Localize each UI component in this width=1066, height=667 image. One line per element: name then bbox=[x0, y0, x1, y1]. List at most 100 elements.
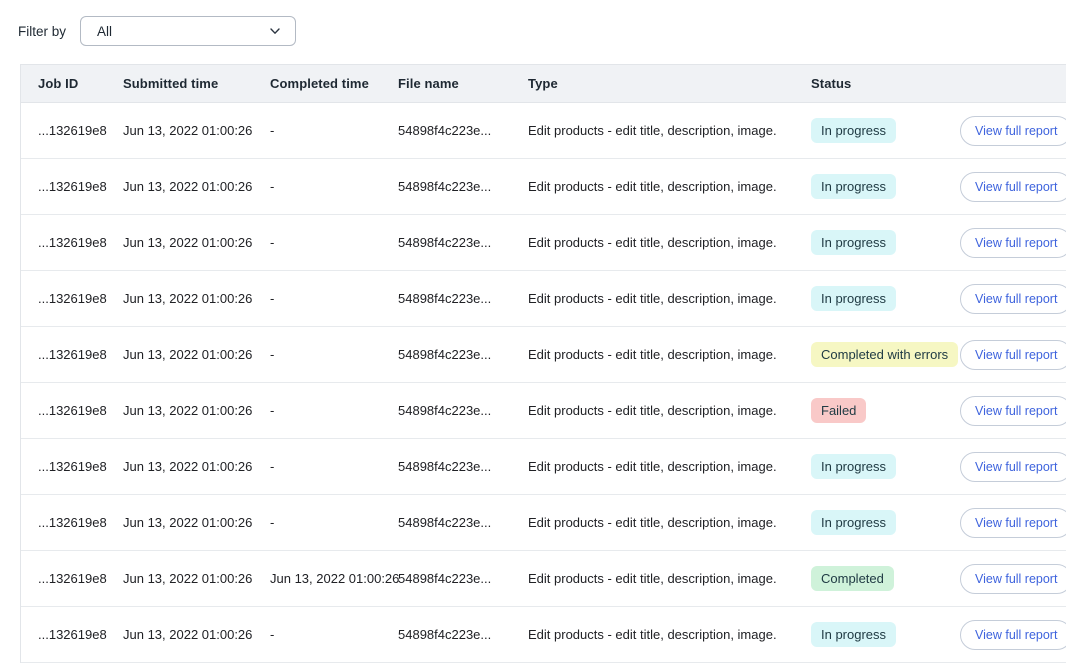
job-id-cell: ...132619e8 bbox=[38, 235, 107, 250]
status-cell: Completed with errors bbox=[811, 342, 960, 367]
action-cell: View full report bbox=[960, 171, 1066, 202]
status-badge: In progress bbox=[811, 230, 897, 255]
submitted-time-cell: Jun 13, 2022 01:00:26 bbox=[123, 235, 253, 250]
status-cell: In progress bbox=[811, 118, 960, 143]
job-id-cell: ...132619e8 bbox=[38, 571, 107, 586]
view-full-report-button[interactable]: View full report bbox=[960, 171, 1066, 202]
type-cell: Edit products - edit title, description,… bbox=[528, 179, 777, 194]
status-cell: In progress bbox=[811, 622, 960, 647]
view-full-report-button[interactable]: View full report bbox=[960, 507, 1066, 538]
view-full-report-button[interactable]: View full report bbox=[960, 339, 1066, 370]
filter-dropdown[interactable]: All bbox=[80, 16, 297, 46]
column-header-type: Type bbox=[528, 76, 558, 91]
submitted-time-cell: Jun 13, 2022 01:00:26 bbox=[123, 459, 253, 474]
filter-dropdown-value: All bbox=[97, 23, 113, 39]
file-name-cell: 54898f4c223e... bbox=[398, 235, 492, 250]
submitted-time-cell: Jun 13, 2022 01:00:26 bbox=[123, 291, 253, 306]
completed-time-cell: - bbox=[270, 515, 275, 530]
chevron-down-icon bbox=[268, 24, 282, 38]
file-name-cell: 54898f4c223e... bbox=[398, 123, 492, 138]
job-id-cell: ...132619e8 bbox=[38, 123, 107, 138]
type-cell: Edit products - edit title, description,… bbox=[528, 627, 777, 642]
table-row: ...132619e8 Jun 13, 2022 01:00:26 - 5489… bbox=[21, 103, 1066, 159]
completed-time-cell: - bbox=[270, 291, 275, 306]
file-name-cell: 54898f4c223e... bbox=[398, 291, 492, 306]
job-id-cell: ...132619e8 bbox=[38, 515, 107, 530]
action-cell: View full report bbox=[960, 563, 1066, 594]
submitted-time-cell: Jun 13, 2022 01:00:26 bbox=[123, 515, 253, 530]
column-header-job-id: Job ID bbox=[38, 76, 79, 91]
action-cell: View full report bbox=[960, 507, 1066, 538]
type-cell: Edit products - edit title, description,… bbox=[528, 459, 777, 474]
job-id-cell: ...132619e8 bbox=[38, 347, 107, 362]
completed-time-cell: - bbox=[270, 235, 275, 250]
status-cell: Failed bbox=[811, 398, 960, 423]
table-row: ...132619e8 Jun 13, 2022 01:00:26 - 5489… bbox=[21, 159, 1066, 215]
status-badge: In progress bbox=[811, 286, 897, 311]
type-cell: Edit products - edit title, description,… bbox=[528, 403, 777, 418]
view-full-report-button[interactable]: View full report bbox=[960, 115, 1066, 146]
file-name-cell: 54898f4c223e... bbox=[398, 627, 492, 642]
status-badge: Failed bbox=[811, 398, 867, 423]
table-row: ...132619e8 Jun 13, 2022 01:00:26 - 5489… bbox=[21, 383, 1066, 439]
type-cell: Edit products - edit title, description,… bbox=[528, 515, 777, 530]
column-header-completed-time: Completed time bbox=[270, 76, 369, 91]
file-name-cell: 54898f4c223e... bbox=[398, 571, 492, 586]
status-badge: In progress bbox=[811, 174, 897, 199]
status-badge: In progress bbox=[811, 622, 897, 647]
action-cell: View full report bbox=[960, 115, 1066, 146]
table-row: ...132619e8 Jun 13, 2022 01:00:26 - 5489… bbox=[21, 271, 1066, 327]
job-id-cell: ...132619e8 bbox=[38, 291, 107, 306]
file-name-cell: 54898f4c223e... bbox=[398, 459, 492, 474]
column-header-status: Status bbox=[811, 76, 852, 91]
action-cell: View full report bbox=[960, 227, 1066, 258]
completed-time-cell: - bbox=[270, 123, 275, 138]
submitted-time-cell: Jun 13, 2022 01:00:26 bbox=[123, 179, 253, 194]
table-row: ...132619e8 Jun 13, 2022 01:00:26 - 5489… bbox=[21, 607, 1066, 663]
filter-bar: Filter by All bbox=[18, 16, 297, 46]
type-cell: Edit products - edit title, description,… bbox=[528, 347, 777, 362]
action-cell: View full report bbox=[960, 619, 1066, 650]
submitted-time-cell: Jun 13, 2022 01:00:26 bbox=[123, 571, 253, 586]
status-cell: In progress bbox=[811, 286, 960, 311]
view-full-report-button[interactable]: View full report bbox=[960, 395, 1066, 426]
file-name-cell: 54898f4c223e... bbox=[398, 179, 492, 194]
view-full-report-button[interactable]: View full report bbox=[960, 227, 1066, 258]
status-cell: In progress bbox=[811, 510, 960, 535]
status-cell: In progress bbox=[811, 454, 960, 479]
status-cell: In progress bbox=[811, 230, 960, 255]
type-cell: Edit products - edit title, description,… bbox=[528, 123, 777, 138]
status-badge: In progress bbox=[811, 510, 897, 535]
completed-time-cell: - bbox=[270, 627, 275, 642]
view-full-report-button[interactable]: View full report bbox=[960, 451, 1066, 482]
completed-time-cell: - bbox=[270, 347, 275, 362]
view-full-report-button[interactable]: View full report bbox=[960, 563, 1066, 594]
table-row: ...132619e8 Jun 13, 2022 01:00:26 Jun 13… bbox=[21, 551, 1066, 607]
table-body: ...132619e8 Jun 13, 2022 01:00:26 - 5489… bbox=[21, 103, 1066, 663]
action-cell: View full report bbox=[960, 339, 1066, 370]
table-row: ...132619e8 Jun 13, 2022 01:00:26 - 5489… bbox=[21, 327, 1066, 383]
view-full-report-button[interactable]: View full report bbox=[960, 619, 1066, 650]
completed-time-cell: - bbox=[270, 403, 275, 418]
job-id-cell: ...132619e8 bbox=[38, 179, 107, 194]
column-header-file-name: File name bbox=[398, 76, 459, 91]
status-cell: In progress bbox=[811, 174, 960, 199]
view-full-report-button[interactable]: View full report bbox=[960, 283, 1066, 314]
type-cell: Edit products - edit title, description,… bbox=[528, 235, 777, 250]
status-cell: Completed bbox=[811, 566, 960, 591]
file-name-cell: 54898f4c223e... bbox=[398, 515, 492, 530]
table-header-row: Job ID Submitted time Completed time Fil… bbox=[21, 65, 1066, 103]
status-badge: In progress bbox=[811, 454, 897, 479]
column-header-submitted-time: Submitted time bbox=[123, 76, 219, 91]
submitted-time-cell: Jun 13, 2022 01:00:26 bbox=[123, 403, 253, 418]
type-cell: Edit products - edit title, description,… bbox=[528, 571, 777, 586]
submitted-time-cell: Jun 13, 2022 01:00:26 bbox=[123, 347, 253, 362]
table-row: ...132619e8 Jun 13, 2022 01:00:26 - 5489… bbox=[21, 495, 1066, 551]
completed-time-cell: Jun 13, 2022 01:00:26 bbox=[270, 571, 400, 586]
status-badge: In progress bbox=[811, 118, 897, 143]
filter-by-label: Filter by bbox=[18, 23, 67, 39]
action-cell: View full report bbox=[960, 395, 1066, 426]
job-id-cell: ...132619e8 bbox=[38, 459, 107, 474]
file-name-cell: 54898f4c223e... bbox=[398, 403, 492, 418]
file-name-cell: 54898f4c223e... bbox=[398, 347, 492, 362]
